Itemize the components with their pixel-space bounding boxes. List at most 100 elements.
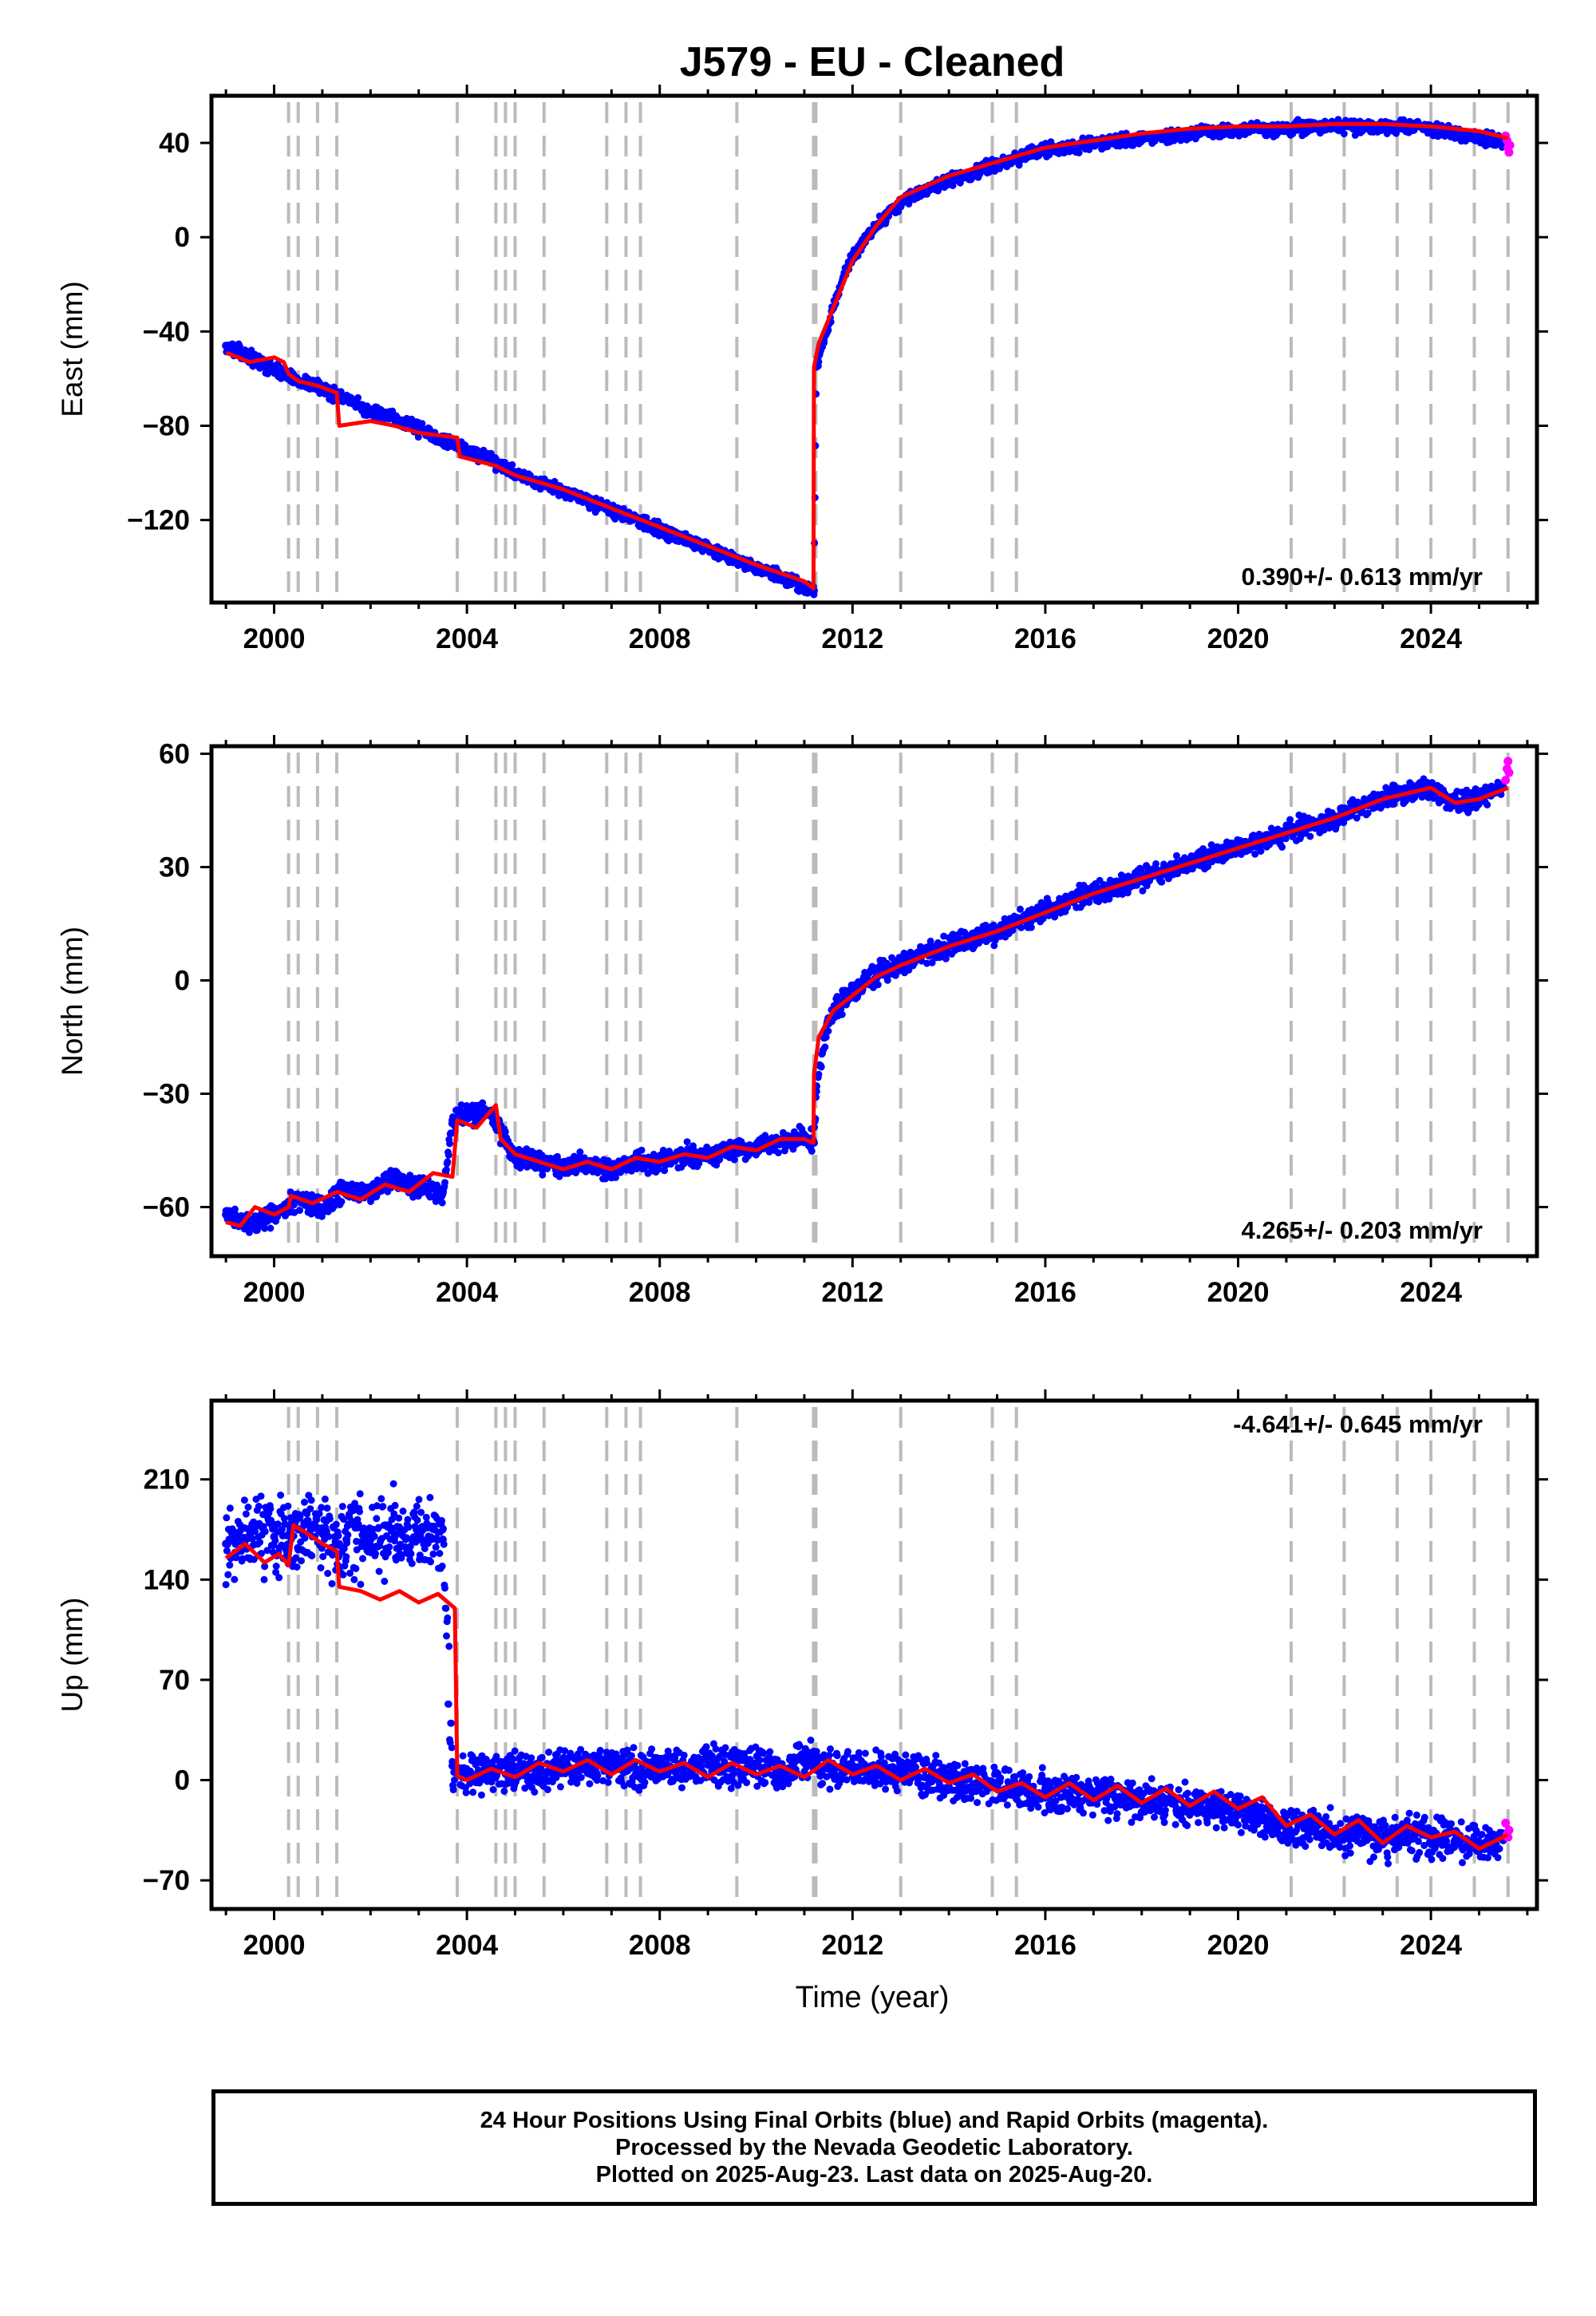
final-orbit-point <box>342 396 351 404</box>
x-tick-label: 2000 <box>243 623 306 654</box>
y-tick-label: 0 <box>175 222 190 253</box>
x-tick-label: 2008 <box>629 1930 691 1961</box>
panel-north: 2000 2004 2008 2012 2016 2020 2024 60 30 0 −30 −60 N… <box>56 735 1548 1308</box>
final-orbit-point <box>1161 132 1170 140</box>
x-tick-label: 2012 <box>821 1930 883 1961</box>
x-tick-label: 2020 <box>1207 1277 1270 1308</box>
final-orbit-point <box>607 1758 616 1767</box>
final-orbit-point <box>583 1763 592 1772</box>
rate-label: -4.641+/- 0.645 mm/yr <box>1233 1410 1483 1438</box>
final-orbit-point <box>969 169 978 178</box>
final-orbit-point <box>920 1773 929 1781</box>
y-tick-label: −70 <box>143 1865 190 1896</box>
final-orbit-point <box>270 365 279 373</box>
y-tick-label: 140 <box>144 1564 190 1595</box>
final-orbit-point <box>366 407 375 416</box>
model-line-east <box>225 121 1509 591</box>
x-tick-label: 2020 <box>1207 1930 1270 1961</box>
y-tick-label: −40 <box>143 316 190 347</box>
rapid-orbit-point <box>1501 776 1511 785</box>
final-orbit-point <box>1186 129 1195 138</box>
final-orbit-point <box>631 1765 640 1773</box>
rate-label: 4.265+/- 0.203 mm/yr <box>1242 1216 1483 1244</box>
rapid-orbit-point <box>1504 148 1514 157</box>
final-orbit-point <box>246 1529 255 1538</box>
final-orbit-point <box>463 1109 472 1117</box>
final-orbit-point <box>246 1218 255 1227</box>
x-tick-label: 2000 <box>243 1277 306 1308</box>
x-tick-label: 2008 <box>629 623 691 654</box>
x-tick-label: 2016 <box>1014 1277 1077 1308</box>
x-tick-label: 2012 <box>821 623 883 654</box>
final-orbit-point <box>655 1761 664 1770</box>
panel-east: 2000 2004 2008 2012 2016 2020 2024 40 0 −40 −80 −12… <box>56 85 1548 654</box>
y-tick-label: −30 <box>143 1078 190 1109</box>
chart-title: J579 - EU - Cleaned <box>680 39 1065 85</box>
x-tick-label: 2008 <box>629 1277 691 1308</box>
final-orbit-point <box>318 1529 326 1538</box>
x-tick-label: 2000 <box>243 1930 306 1961</box>
final-orbit-point <box>1161 1799 1170 1808</box>
final-orbit-point <box>318 1203 326 1211</box>
y-axis-title: East (mm) <box>56 281 89 417</box>
final-orbit-point <box>222 342 231 350</box>
plot-area-east <box>222 102 1515 599</box>
final-orbit-point <box>1475 134 1483 143</box>
footer-line-1: 24 Hour Positions Using Final Orbits (bl… <box>480 2108 1269 2133</box>
final-orbit-point <box>1451 1836 1460 1844</box>
final-orbit-point <box>848 1765 857 1773</box>
final-orbit-point <box>1306 1819 1315 1828</box>
final-orbit-point <box>511 1765 519 1773</box>
footer-line-2: Processed by the Nevada Geodetic Laborat… <box>615 2135 1133 2160</box>
final-orbit-point <box>1402 1830 1411 1839</box>
final-orbit-point <box>1137 134 1146 143</box>
model-line-up <box>224 1523 1509 1852</box>
final-orbit-point <box>270 1532 279 1541</box>
final-orbit-point <box>896 1767 905 1776</box>
final-orbit-point <box>800 1758 808 1767</box>
final-orbit-point <box>390 414 399 423</box>
final-orbit-point <box>390 1172 399 1181</box>
x-tick-label: 2020 <box>1207 623 1270 654</box>
x-tick-label: 2024 <box>1400 1930 1462 1961</box>
footer-box: 24 Hour Positions Using Final Orbits (bl… <box>211 2089 1537 2206</box>
final-orbit-point <box>1210 1804 1219 1813</box>
final-orbit-point <box>366 1527 375 1535</box>
y-tick-label: 210 <box>144 1464 190 1496</box>
y-tick-label: −60 <box>143 1192 190 1223</box>
y-tick-label: 0 <box>175 965 190 996</box>
plot-frame-east <box>209 93 1539 605</box>
y-tick-label: 70 <box>159 1665 190 1696</box>
final-orbit-point <box>1451 129 1460 138</box>
final-orbit-point <box>414 424 423 433</box>
panel-up: 2000 2004 2008 2012 2016 2020 2024 210 140 70 0 −70… <box>56 1389 1548 1961</box>
final-orbit-point <box>390 1532 399 1541</box>
final-orbit-point <box>1234 127 1242 136</box>
x-tick-label: 2004 <box>436 623 498 654</box>
final-orbit-point <box>1017 1787 1025 1796</box>
final-orbit-point <box>969 1780 978 1788</box>
final-orbit-point <box>342 1535 351 1544</box>
rapid-orbit-point <box>1501 1818 1511 1828</box>
x-axis-title: Time (year) <box>796 1981 950 2014</box>
y-axis-title: Up (mm) <box>56 1598 89 1713</box>
final-orbit-point <box>222 1539 231 1548</box>
y-tick-label: 40 <box>159 128 190 159</box>
rapid-orbit-point <box>1504 768 1514 777</box>
y-tick-label: −120 <box>127 505 190 536</box>
x-tick-label: 2024 <box>1400 623 1462 654</box>
y-tick-label: −80 <box>143 410 190 441</box>
final-orbit-point <box>1113 1793 1122 1802</box>
y-axis-title: North (mm) <box>56 927 89 1076</box>
y-tick-label: 30 <box>159 852 190 883</box>
final-orbit-point <box>1065 1788 1074 1797</box>
final-orbit-point <box>1258 1812 1266 1820</box>
final-orbit-point <box>342 1184 351 1192</box>
final-orbit-point <box>448 1116 456 1124</box>
final-orbit-points-up <box>222 1480 1507 1867</box>
rapid-orbit-point <box>1504 1825 1514 1835</box>
final-orbit-point <box>535 1767 543 1776</box>
final-orbit-point <box>463 445 472 454</box>
footer-line-3: Plotted on 2025-Aug-23. Last data on 202… <box>595 2162 1153 2188</box>
